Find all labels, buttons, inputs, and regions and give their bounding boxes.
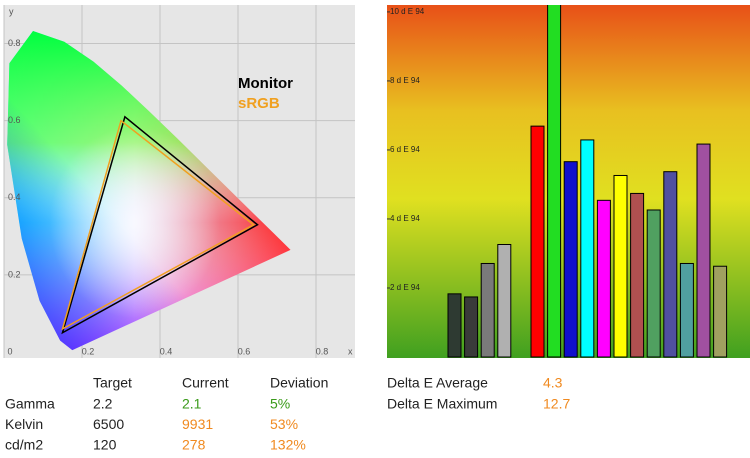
- bar: [497, 243, 512, 358]
- bar: [696, 143, 711, 358]
- gamut-triangle: [61, 119, 255, 331]
- x-tick-label: 0.4: [160, 346, 173, 356]
- bar: [630, 192, 645, 358]
- table-cell: 2.1: [182, 396, 202, 412]
- table-cell: 120: [93, 437, 117, 453]
- y-tick-label: 10 d E 94: [390, 7, 425, 16]
- bar: [679, 262, 694, 358]
- x-tick-label: 0: [7, 346, 12, 356]
- table-cell: 9931: [182, 416, 213, 432]
- x-tick-label: 0.2: [82, 346, 95, 356]
- bar: [480, 262, 495, 358]
- bar: [713, 265, 728, 358]
- summary-label: Delta E Maximum: [387, 396, 497, 412]
- bar: [580, 139, 595, 358]
- row-label: Gamma: [5, 396, 55, 412]
- y-tick-label: 0.8: [8, 38, 21, 48]
- legend-entry: sRGB: [238, 95, 280, 112]
- row-label: cd/m2: [5, 437, 43, 453]
- bar: [464, 296, 479, 358]
- x-tick-label: 0.8: [316, 346, 329, 356]
- y-tick-label: 0.6: [8, 115, 21, 125]
- bar: [530, 125, 545, 358]
- bar: [596, 199, 611, 358]
- row-label: Kelvin: [5, 416, 43, 432]
- bar: [613, 174, 628, 358]
- y-tick-label: 4 d E 94: [390, 214, 420, 223]
- table-cell: 278: [182, 437, 206, 453]
- table-cell: 5%: [270, 396, 290, 412]
- y-tick-label: 0.4: [8, 192, 21, 202]
- table-cell: 2.2: [93, 396, 113, 412]
- bar: [663, 171, 678, 358]
- column-header: Target: [93, 375, 132, 391]
- legend-entry: Monitor: [238, 75, 293, 92]
- summary-label: Delta E Average: [387, 375, 488, 391]
- summary-value: 4.3: [543, 375, 563, 391]
- x-tick-label: 0.6: [238, 346, 251, 356]
- bar: [547, 5, 562, 358]
- x-axis-label: x: [348, 346, 353, 356]
- bar: [447, 293, 462, 358]
- gamut-triangle: [61, 115, 259, 335]
- bar: [646, 209, 661, 358]
- y-tick-label: 8 d E 94: [390, 76, 420, 85]
- summary-value: 12.7: [543, 396, 570, 412]
- bar: [563, 161, 578, 358]
- y-tick-label: 2 d E 94: [390, 283, 420, 292]
- table-cell: 53%: [270, 416, 298, 432]
- y-tick-label: 6 d E 94: [390, 145, 420, 154]
- y-tick-label: 0.2: [8, 269, 21, 279]
- spectral-locus: [7, 31, 291, 351]
- column-header: Deviation: [270, 375, 328, 391]
- y-axis-label: y: [9, 6, 14, 16]
- table-cell: 6500: [93, 416, 124, 432]
- column-header: Current: [182, 375, 229, 391]
- table-cell: 132%: [270, 437, 306, 453]
